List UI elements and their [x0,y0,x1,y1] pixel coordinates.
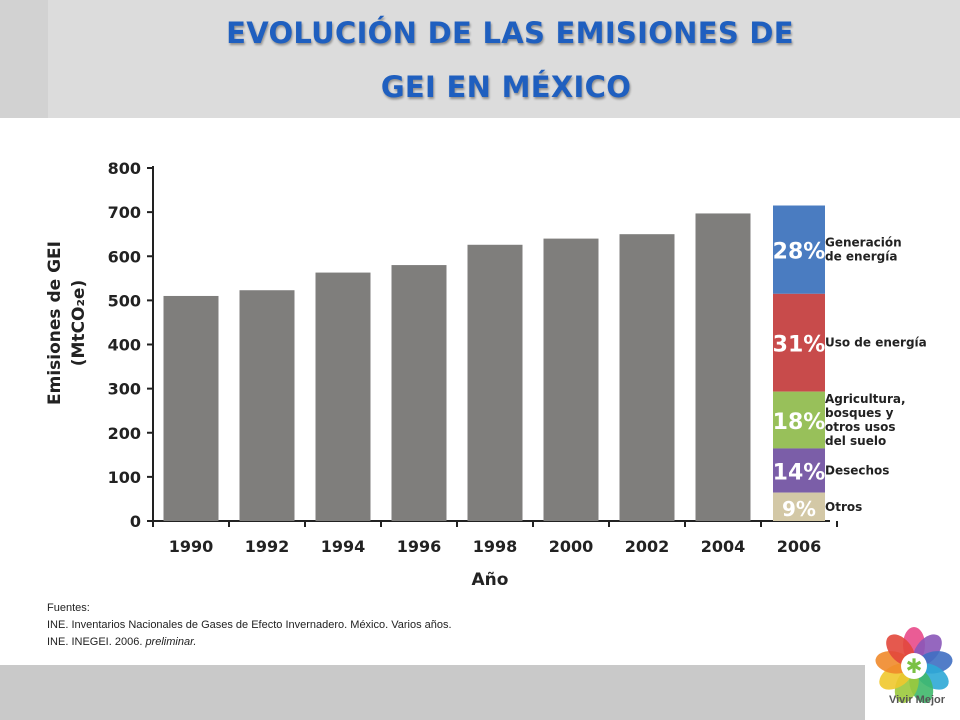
y-tick-label: 400 [108,336,141,355]
y-axis-title: Emisiones de GEI (MtCO₂e) [45,241,89,405]
segment-percent-label: 14% [773,461,826,486]
y-tick-label: 600 [108,247,141,266]
sources-line-2: INE. INEGEI. 2006. preliminar. [47,634,452,651]
segment-side-label: Generación [825,236,902,250]
stacked-segment-3 [773,448,825,493]
y-tick-label: 0 [130,512,141,531]
segment-side-label: otros usos [825,420,896,434]
x-tick-label: 1998 [473,537,518,556]
bar-2004 [695,213,751,521]
y-tick-label: 500 [108,291,141,310]
bar-1990 [163,295,219,521]
segment-side-label: del suelo [825,434,886,448]
y-tick-label: 200 [108,424,141,443]
x-tick-label: 1996 [397,537,442,556]
x-tick-label: 2006 [777,537,822,556]
page-title-line-1: EVOLUCIÓN DE LAS EMISIONES DE [226,16,794,50]
x-axis-title: Año [472,570,509,590]
y-tick-label: 800 [108,159,141,178]
x-tick-label: 2004 [701,537,746,556]
bar-1992 [239,290,295,521]
header-notch [0,0,48,118]
y-axis-title-line-2: (MtCO₂e) [69,280,89,367]
y-axis-title-line-1: Emisiones de GEI [45,241,65,405]
sources-line-2-italic: preliminar. [145,636,197,648]
x-tick-label: 2000 [549,537,594,556]
segment-side-label: Desechos [825,464,889,478]
vivir-mejor-logo: ✱ [875,627,953,704]
bar-2002 [619,234,675,521]
x-tick-label: 1992 [245,537,290,556]
segment-side-label: Agricultura, [825,392,906,406]
stacked-segment-0 [773,205,825,294]
y-tick-label: 300 [108,380,141,399]
sources-heading: Fuentes: [47,602,90,614]
sources-note: Fuentes: INE. Inventarios Nacionales de … [47,600,452,651]
logo-star-icon: ✱ [906,654,923,678]
segment-side-label: Uso de energía [825,336,927,350]
segment-percent-label: 31% [773,333,826,358]
segment-percent-label: 18% [773,410,826,435]
logo-center [901,653,927,679]
page-title-line-2: GEI EN MÉXICO [380,70,632,104]
stacked-segment-2 [773,391,825,449]
logo-text: Vivir Mejor [888,694,946,706]
stacked-segment-4 [773,492,825,521]
y-tick-label: 100 [108,468,141,487]
footer-band [0,665,865,720]
segment-side-label: Otros [825,500,862,514]
stacked-segment-1 [773,293,825,392]
bar-1994 [315,272,371,521]
x-tick-label: 1994 [321,537,366,556]
segment-side-label: de energía [825,250,897,264]
y-tick-label: 700 [108,203,141,222]
emissions-bar-chart: 0 100 200 300 400 500 600 700 800 1990 1992 1994 199… [45,159,927,590]
segment-side-label: bosques y [825,406,894,420]
bar-1996 [391,265,447,521]
sources-line-2-text: INE. INEGEI. 2006. [47,636,146,648]
bar-1998 [467,244,523,521]
bar-2000 [543,238,599,521]
header-band [0,0,960,118]
segment-percent-label: 28% [773,240,826,265]
x-tick-label: 1990 [169,537,214,556]
x-tick-label: 2002 [625,537,670,556]
sources-line-1: INE. Inventarios Nacionales de Gases de … [47,619,452,631]
segment-percent-label: 9% [782,497,816,521]
